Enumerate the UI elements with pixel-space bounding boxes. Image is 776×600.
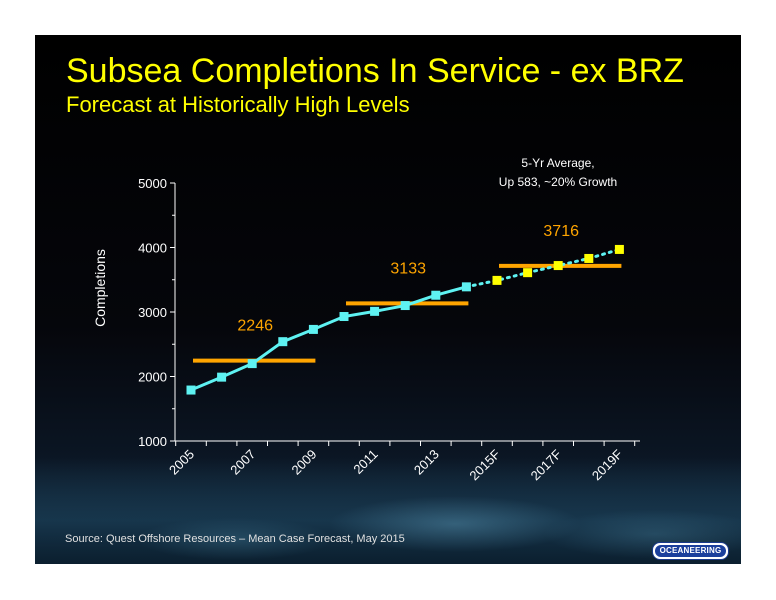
actual-data-point <box>308 324 318 334</box>
actual-data-point <box>461 282 471 292</box>
seafloor-image <box>35 454 741 564</box>
average-label: 2246 <box>237 318 273 335</box>
source-note: Source: Quest Offshore Resources – Mean … <box>65 533 405 545</box>
oceaneering-logo: OCEANEERING <box>652 542 729 560</box>
x-tick-label: 2005 <box>166 447 197 478</box>
page-title: Subsea Completions In Service - ex BRZ <box>66 52 684 90</box>
series-lines <box>190 247 621 392</box>
average-bars <box>193 263 622 363</box>
actual-data-point <box>431 290 441 300</box>
forecast-series-line <box>464 247 621 289</box>
forecast-data-point <box>492 275 502 285</box>
actual-data-point <box>370 306 380 316</box>
x-tick-label: 2017F <box>528 446 565 483</box>
annotation-line-1: 5-Yr Average, <box>521 156 594 170</box>
x-tick-label: 2015F <box>466 446 503 483</box>
y-axis-label: Completions <box>92 249 108 327</box>
actual-series-line <box>190 285 467 392</box>
y-tick-label: 5000 <box>138 176 167 191</box>
x-tick-label: 2011 <box>350 447 380 477</box>
average-label: 3133 <box>390 260 426 277</box>
x-tick-label: 2013 <box>411 447 442 478</box>
logo-text: OCEANEERING <box>655 545 726 557</box>
series-points <box>186 244 624 395</box>
y-tick-label: 1000 <box>138 434 167 449</box>
actual-data-point <box>339 312 349 322</box>
y-tick-label: 4000 <box>138 241 167 256</box>
actual-data-point <box>400 301 410 311</box>
slide-background: Subsea Completions In Service - ex BRZ F… <box>35 35 741 564</box>
x-tick-label: 2019F <box>589 446 626 483</box>
average-label: 3716 <box>543 223 579 240</box>
annotation-line-2: Up 583, ~20% Growth <box>499 175 617 189</box>
x-tick-label: 2009 <box>288 447 319 478</box>
actual-data-point <box>186 385 196 395</box>
actual-data-point <box>217 372 227 382</box>
x-tick-label: 2007 <box>227 447 258 478</box>
forecast-data-point <box>523 268 533 278</box>
y-tick-label: 2000 <box>138 370 167 385</box>
forecast-data-point <box>614 244 624 254</box>
page-subtitle: Forecast at Historically High Levels <box>66 92 410 117</box>
y-tick-label: 3000 <box>138 305 167 320</box>
actual-data-point <box>247 359 257 369</box>
forecast-data-point <box>553 261 563 271</box>
forecast-data-point <box>584 253 594 263</box>
chart-labels: Completions 2246 3133 3716 5-Yr Average, Up 5… <box>92 156 617 335</box>
actual-data-point <box>278 337 288 347</box>
